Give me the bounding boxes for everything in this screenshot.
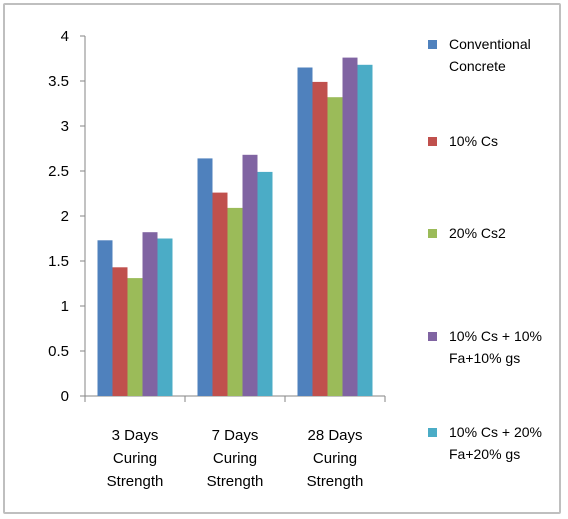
legend-swatch — [428, 40, 437, 49]
y-tick-label: 4 — [61, 28, 69, 45]
x-category-label-line: Strength — [107, 473, 164, 490]
legend-swatch — [428, 428, 437, 437]
bar — [142, 232, 158, 396]
x-category-label-line: 28 Days — [307, 427, 362, 444]
x-category-label-line: 7 Days — [212, 427, 259, 444]
x-category-label-line: Strength — [207, 473, 264, 490]
legend-label: 10% Cs — [449, 133, 498, 149]
y-tick-label: 2.5 — [48, 163, 69, 180]
legend-label-line: Conventional — [449, 36, 531, 52]
legend-label: 20% Cs2 — [449, 225, 506, 241]
bar — [227, 207, 243, 396]
legend-swatch — [428, 137, 437, 146]
x-category-label-line: Curing — [213, 450, 257, 467]
bars-group — [97, 57, 373, 397]
legend: Conventional Concrete 10% Cs 20% Cs2 10% Cs … — [428, 36, 542, 462]
x-category-label: 3 Days Curing Strength — [107, 427, 164, 490]
x-category-label-line: Curing — [113, 450, 157, 467]
x-category-label-line: Curing — [313, 450, 357, 467]
bar — [297, 67, 313, 396]
legend-label-line: Concrete — [449, 58, 506, 74]
legend-label: 10% Cs + 20% Fa+20% gs — [449, 424, 542, 462]
y-tick-label: 3 — [61, 118, 69, 135]
legend-label-line: 20% Cs2 — [449, 225, 506, 241]
y-tick-label: 2 — [61, 208, 69, 225]
chart-frame — [3, 3, 561, 514]
bar — [157, 238, 173, 396]
x-category-label-line: Strength — [307, 473, 364, 490]
y-tick-label: 1 — [61, 298, 69, 315]
legend-swatch — [428, 229, 437, 238]
bar — [112, 267, 128, 396]
bar — [257, 171, 273, 396]
bar — [212, 192, 228, 396]
x-category-label: 7 Days Curing Strength — [207, 427, 264, 490]
bar — [242, 154, 258, 396]
bar — [197, 158, 213, 396]
y-tick-label: 0.5 — [48, 343, 69, 360]
legend-label: 10% Cs + 10% Fa+10% gs — [449, 328, 542, 366]
y-tick-label: 3.5 — [48, 73, 69, 90]
legend-label-line: Fa+10% gs — [449, 350, 520, 366]
x-category-label-line: 3 Days — [112, 427, 159, 444]
legend-swatch — [428, 332, 437, 341]
legend-label-line: 10% Cs — [449, 133, 498, 149]
x-category-label: 28 Days Curing Strength — [307, 427, 364, 490]
legend-label-line: Fa+20% gs — [449, 446, 520, 462]
y-tick-label: 0 — [61, 388, 69, 405]
y-tick-label: 1.5 — [48, 253, 69, 270]
bar — [342, 57, 358, 396]
bar — [97, 240, 113, 396]
bar — [312, 81, 328, 397]
legend-label-line: 10% Cs + 20% — [449, 424, 542, 440]
bar — [357, 64, 373, 397]
bar — [327, 97, 343, 396]
bar — [127, 278, 143, 396]
legend-label: Conventional Concrete — [449, 36, 531, 74]
legend-label-line: 10% Cs + 10% — [449, 328, 542, 344]
